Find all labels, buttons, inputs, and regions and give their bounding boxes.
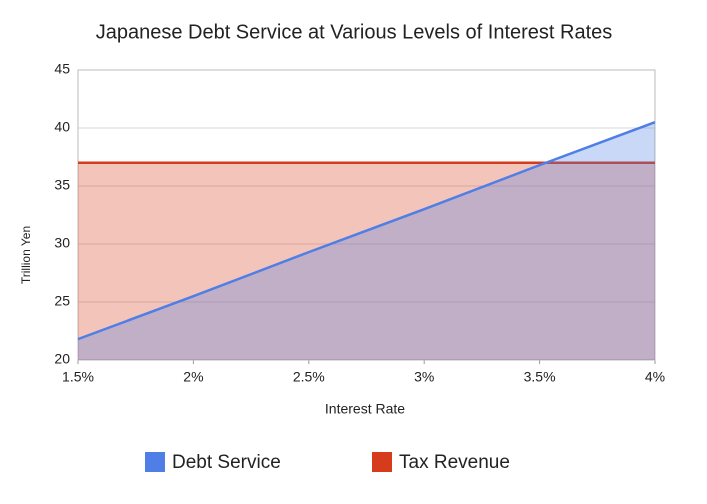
x-axis-label: Interest Rate xyxy=(325,401,405,417)
y-tick-label: 40 xyxy=(54,119,70,135)
area-fill xyxy=(78,122,655,360)
y-tick-label: 30 xyxy=(54,235,70,251)
y-tick-label: 20 xyxy=(54,351,70,367)
legend-label: Tax Revenue xyxy=(399,452,510,473)
legend-swatch xyxy=(145,452,165,472)
x-tick-label: 2.5% xyxy=(293,369,325,385)
y-tick-label: 45 xyxy=(54,61,70,77)
chart-title: Japanese Debt Service at Various Levels … xyxy=(96,21,613,43)
x-tick-label: 1.5% xyxy=(62,369,94,385)
legend-label: Debt Service xyxy=(172,452,281,473)
series-line xyxy=(77,121,656,341)
y-axis-label: Trillion Yen xyxy=(19,226,33,284)
area-fill xyxy=(78,162,655,360)
x-tick-label: 2% xyxy=(183,369,203,385)
y-tick-label: 25 xyxy=(54,293,70,309)
x-tick-label: 4% xyxy=(645,369,665,385)
x-tick-label: 3.5% xyxy=(524,369,556,385)
plot-frame xyxy=(77,69,656,361)
x-tick-label: 3% xyxy=(414,369,434,385)
y-tick-label: 35 xyxy=(54,177,70,193)
legend-swatch xyxy=(372,452,392,472)
